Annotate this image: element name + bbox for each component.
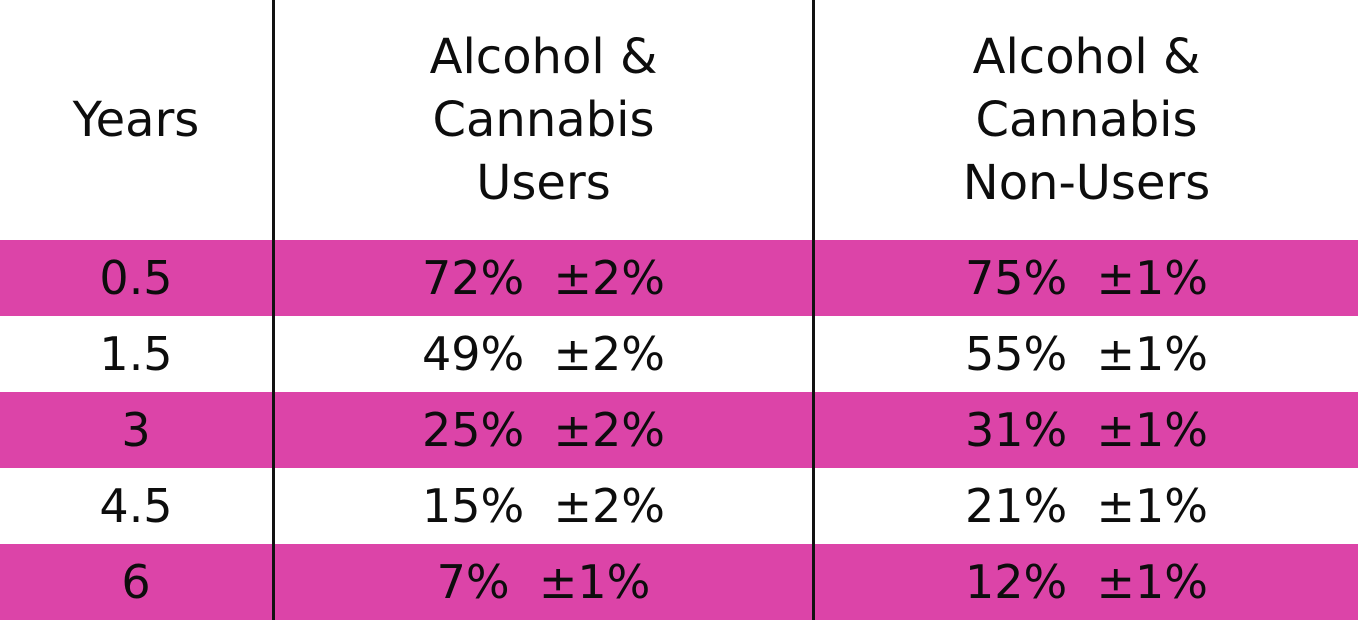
- header-years: Years: [0, 0, 272, 240]
- cell-users: 72% ±2%: [421, 251, 665, 305]
- header-nonusers: Alcohol & Cannabis Non-Users: [815, 0, 1358, 240]
- cell-nonusers: 55% ±1%: [964, 327, 1208, 381]
- table-row: 6 7% ±1% 12% ±1%: [0, 544, 1358, 620]
- cell-nonusers: 31% ±1%: [964, 403, 1208, 457]
- cell-years: 1.5: [99, 327, 173, 381]
- column-divider-years: [272, 0, 275, 620]
- cell-users: 7% ±1%: [436, 555, 651, 609]
- header-nonusers-line-1: Alcohol &: [972, 28, 1201, 85]
- header-users-line-1: Alcohol &: [429, 28, 658, 85]
- cell-years: 6: [121, 555, 151, 609]
- cell-users: 25% ±2%: [421, 403, 665, 457]
- cell-users: 49% ±2%: [421, 327, 665, 381]
- table-row: 0.5 72% ±2% 75% ±1%: [0, 240, 1358, 316]
- cell-nonusers: 21% ±1%: [964, 479, 1208, 533]
- table-row: 4.5 15% ±2% 21% ±1%: [0, 468, 1358, 544]
- header-users-line-2: Cannabis: [432, 91, 655, 148]
- cell-years: 0.5: [99, 251, 173, 305]
- cell-nonusers: 75% ±1%: [964, 251, 1208, 305]
- cell-users: 15% ±2%: [421, 479, 665, 533]
- table-row: 3 25% ±2% 31% ±1%: [0, 392, 1358, 468]
- cell-years: 4.5: [99, 479, 173, 533]
- header-years-label: Years: [72, 91, 200, 148]
- column-divider-users: [812, 0, 815, 620]
- cell-years: 3: [121, 403, 151, 457]
- header-users: Alcohol & Cannabis Users: [275, 0, 812, 240]
- header-users-line-3: Users: [476, 154, 611, 211]
- header-nonusers-line-3: Non-Users: [962, 154, 1211, 211]
- table-row: 1.5 49% ±2% 55% ±1%: [0, 316, 1358, 392]
- header-nonusers-line-2: Cannabis: [975, 91, 1198, 148]
- cell-nonusers: 12% ±1%: [964, 555, 1208, 609]
